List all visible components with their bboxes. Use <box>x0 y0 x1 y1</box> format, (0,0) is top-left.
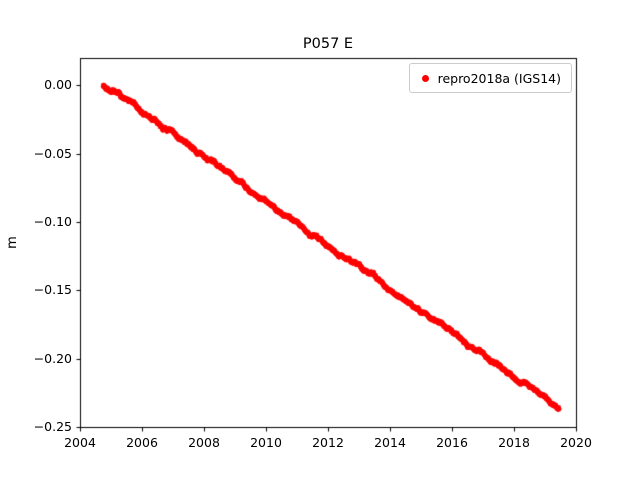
y-tick-label: 0.00 <box>44 77 72 93</box>
x-tick-label: 2004 <box>64 435 96 450</box>
legend-marker-dot-icon <box>421 74 429 82</box>
y-tick-label: −0.15 <box>33 282 72 298</box>
y-tick-label: −0.05 <box>33 145 72 161</box>
x-tick-label: 2018 <box>498 435 530 450</box>
x-tick-label: 2006 <box>126 435 158 450</box>
x-tick-label: 2010 <box>250 435 282 450</box>
y-tick-label: −0.25 <box>33 419 72 434</box>
x-tick-label: 2020 <box>560 435 592 450</box>
legend: repro2018a (IGS14) <box>408 63 572 93</box>
x-tick-label: 2012 <box>312 435 344 450</box>
y-axis-label: m <box>4 236 20 249</box>
y-tick-label: −0.10 <box>33 214 72 229</box>
x-tick-label: 2008 <box>188 435 220 450</box>
x-tick-label: 2016 <box>436 435 468 450</box>
x-tick-label: 2014 <box>374 435 406 450</box>
y-tick-label: −0.20 <box>33 350 72 366</box>
chart-title: P057 E <box>302 36 354 52</box>
legend-label: repro2018a (IGS14) <box>437 70 561 86</box>
